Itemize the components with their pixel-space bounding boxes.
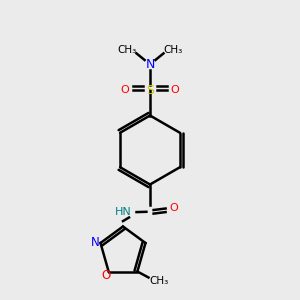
Text: CH₃: CH₃: [117, 45, 136, 55]
Text: CH₃: CH₃: [164, 45, 183, 55]
Text: O: O: [102, 268, 111, 282]
Text: N: N: [91, 236, 100, 250]
Text: S: S: [146, 83, 154, 97]
Text: CH₃: CH₃: [150, 275, 169, 286]
Text: N: N: [145, 58, 155, 71]
Text: O: O: [169, 203, 178, 213]
Text: O: O: [170, 85, 179, 95]
Text: O: O: [121, 85, 130, 95]
Text: HN: HN: [115, 207, 131, 217]
